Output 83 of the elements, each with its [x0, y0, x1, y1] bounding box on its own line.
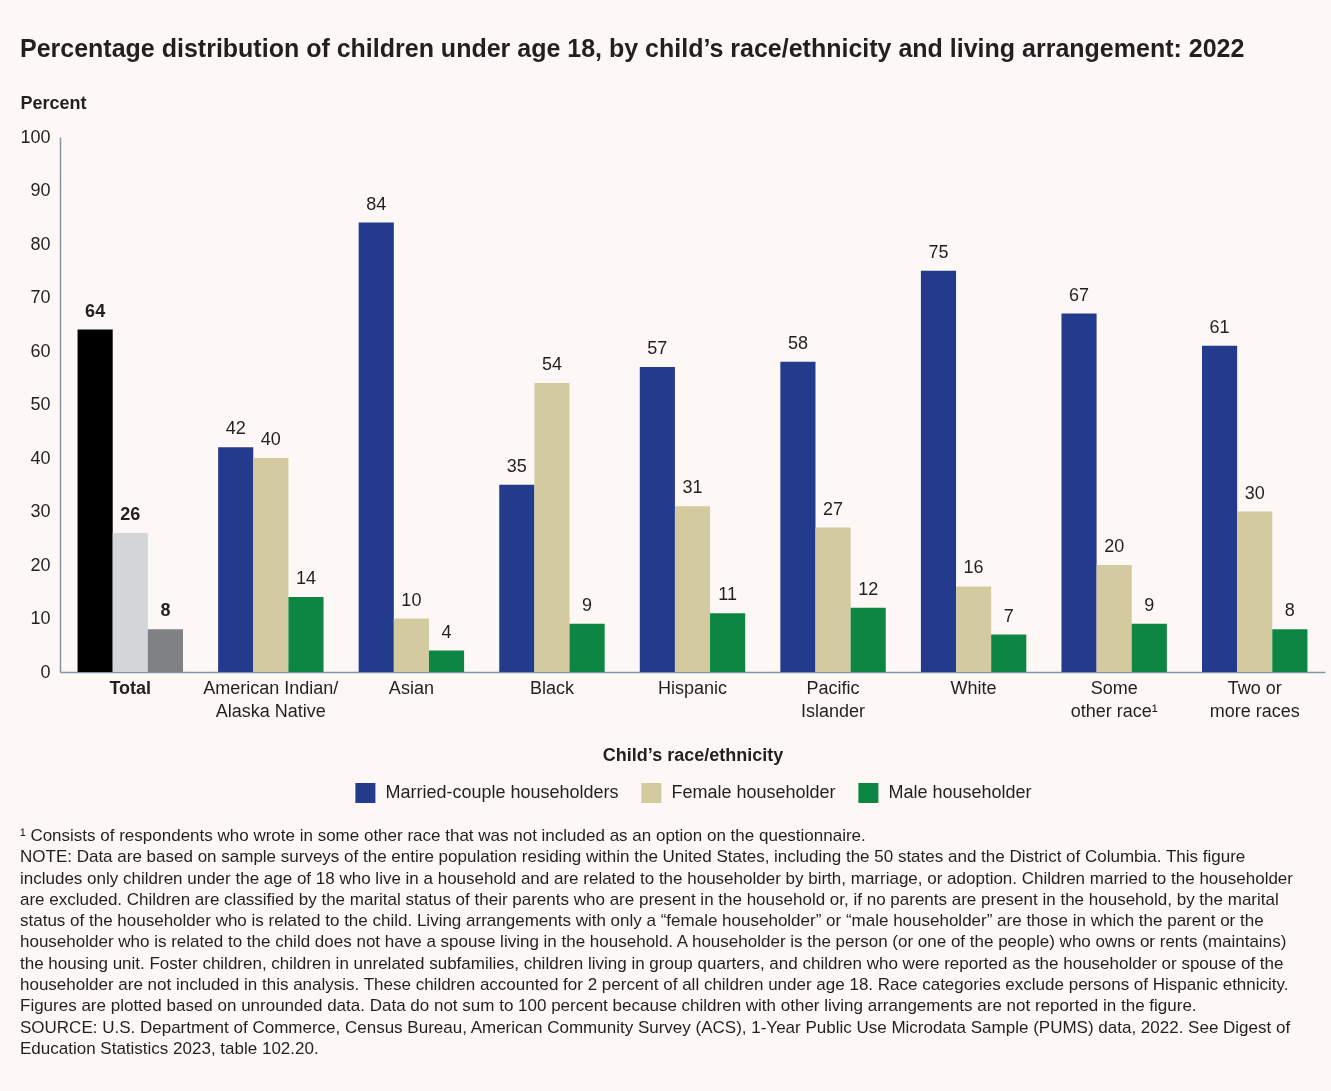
- data-label: 8: [160, 600, 171, 621]
- data-label: 84: [366, 193, 387, 214]
- y-tick-label: 80: [30, 233, 51, 254]
- y-tick-label: 100: [20, 126, 51, 147]
- data-label: 42: [225, 418, 246, 439]
- data-label: 9: [582, 594, 593, 615]
- data-label: 54: [541, 354, 562, 375]
- bar: [499, 484, 535, 672]
- y-tick-label: 30: [30, 501, 51, 521]
- bar: [358, 222, 394, 672]
- data-label: 35: [506, 455, 527, 476]
- bar: [253, 458, 289, 672]
- bar: [288, 597, 324, 672]
- bar: [920, 270, 957, 672]
- bar: [991, 634, 1027, 672]
- bar: [534, 383, 570, 672]
- bar: [1061, 313, 1097, 672]
- chart-title: Percentage distribution of children under age 18, by child’s race/ethnicity and living arrangement: 2022: [19, 34, 1245, 62]
- y-tick-label: 50: [30, 394, 51, 414]
- x-tick-label: Black: [529, 677, 575, 698]
- bar: [1272, 629, 1308, 672]
- y-tick-label: 0: [40, 661, 51, 682]
- bar: [674, 506, 711, 672]
- data-label: 64: [85, 300, 106, 321]
- data-label: 20: [1104, 536, 1125, 556]
- bar: [77, 329, 113, 672]
- x-tick-label: Some other race¹: [1070, 677, 1158, 721]
- bar: [569, 623, 605, 672]
- x-tick-label: American Indian/ Alaska Native: [203, 677, 339, 721]
- text: NOTE: Data are based on sample surveys of the entire population residing within the United States, including the 50 states and the District of Columbia. This figure includes only children under the age of 18 who live in a household and are related to the householder by birth, marriage, or adoption. Children married to the householder are excluded. Children are classified by the marital status of their parents who are present in the household or, if no parents are present in the household, by the marital status of the householder who is related to the child. Living arrangements with only a “female householder” or “male householder” are those in which the parent or the householder who is related to the child does not have a spouse living in the household. A householder is the person (or one of the people) who owns or rents (maintains) the housing unit. Foster children, children in unrelated subfamilies, children living in group quarters, and children who were reported as the householder or spouse of the householder are not included in this analysis. These children accounted for 2 percent of all children under age 18. Race categories exclude persons of Hispanic ethnicity. Figures are plotted based on unrounded data. Data do not sum to 100 percent because children with other living arrangements are not reported in the figure.: [20, 847, 1294, 1016]
- x-tick-label: Asian: [388, 677, 434, 698]
- data-label: 61: [1209, 316, 1230, 337]
- legend-label: Married-couple householders: [385, 782, 619, 802]
- data-label: 40: [260, 429, 281, 449]
- data-label: 31: [682, 477, 703, 498]
- y-tick-label: 10: [30, 608, 51, 628]
- x-tick-label: Two or more races: [1209, 677, 1300, 721]
- bar: [428, 650, 465, 672]
- y-tick-label: 60: [30, 340, 51, 361]
- data-label: 16: [963, 557, 984, 578]
- y-tick-label: 90: [30, 180, 51, 200]
- text: ¹ Consists of respondents who wrote in some other race that was not included as an option on the questionnaire.: [20, 826, 866, 845]
- bar: [815, 527, 851, 672]
- bar: [1096, 565, 1132, 672]
- bar: [1131, 623, 1167, 672]
- x-tick-label: White: [950, 677, 997, 698]
- data-label: 75: [928, 241, 949, 262]
- bar: [218, 447, 254, 672]
- legend-label: Female householder: [671, 782, 836, 802]
- data-label: 12: [858, 578, 879, 599]
- bar: [850, 607, 886, 672]
- data-label: 11: [718, 584, 737, 605]
- y-tick-label: 40: [30, 447, 51, 468]
- x-tick-label: Pacific Islander: [801, 677, 866, 721]
- y-axis-title: Percent: [20, 92, 87, 113]
- bar: [956, 586, 992, 672]
- data-label: 30: [1244, 482, 1265, 503]
- data-label: 26: [120, 503, 141, 524]
- data-label: 14: [295, 568, 316, 589]
- bar: [393, 618, 429, 672]
- bar: [1237, 511, 1273, 672]
- bar: [639, 367, 675, 672]
- bar: [1202, 345, 1238, 672]
- y-tick-label: 20: [30, 554, 51, 575]
- data-label: 8: [1284, 600, 1295, 621]
- legend-label: Male householder: [888, 782, 1032, 802]
- data-label: 58: [787, 332, 808, 353]
- x-axis-title: Child’s race/ethnicity: [602, 744, 784, 765]
- y-tick-label: 70: [30, 287, 51, 307]
- x-tick-label: Total: [109, 677, 152, 698]
- bar: [780, 361, 816, 672]
- data-label: 4: [441, 621, 452, 642]
- data-label: 9: [1144, 594, 1155, 615]
- data-label: 27: [823, 498, 844, 519]
- data-label: 7: [1003, 605, 1014, 626]
- data-label: 10: [401, 589, 422, 610]
- data-label: 67: [1069, 284, 1090, 305]
- bar: [710, 613, 746, 672]
- data-label: 57: [647, 338, 668, 359]
- x-tick-label: Hispanic: [657, 677, 728, 698]
- bar: [147, 629, 183, 672]
- bar: [112, 532, 148, 672]
- source-note: SOURCE: U.S. Department of Commerce, Census Bureau, American Community Survey (ACS), 1-Year Public Use Microdata Sample (PUMS) data, 2022. See Digest of Education Statistics 2023, table 102.20.: [20, 1017, 1291, 1058]
